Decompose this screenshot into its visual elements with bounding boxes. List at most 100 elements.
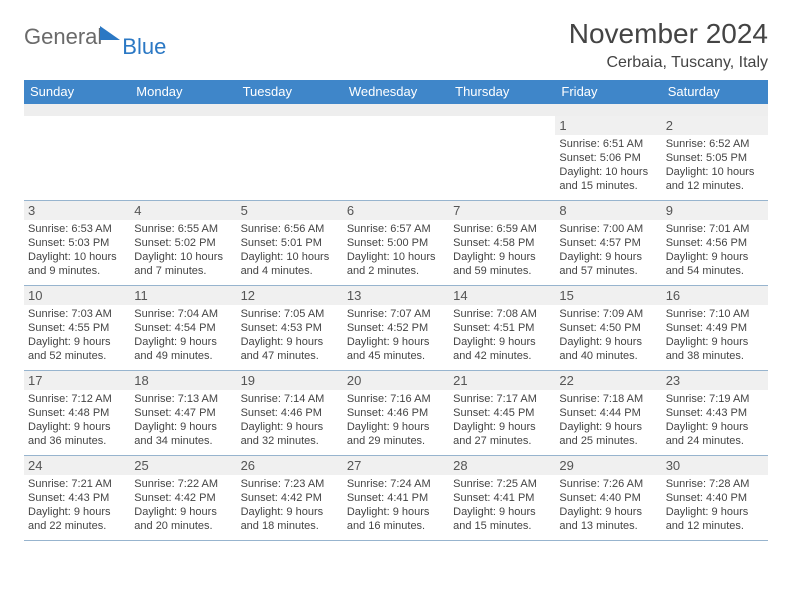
logo-text-general: General	[24, 26, 102, 48]
day-number: 29	[555, 456, 661, 475]
day-info: Sunrise: 7:18 AMSunset: 4:44 PMDaylight:…	[559, 392, 657, 448]
day-blank	[343, 116, 449, 200]
dow-tuesday: Tuesday	[237, 80, 343, 104]
day-number: 14	[449, 286, 555, 305]
day-15: 15Sunrise: 7:09 AMSunset: 4:50 PMDayligh…	[555, 286, 661, 370]
day-number: 4	[130, 201, 236, 220]
dow-friday: Friday	[555, 80, 661, 104]
day-info: Sunrise: 6:53 AMSunset: 5:03 PMDaylight:…	[28, 222, 126, 278]
day-number: 7	[449, 201, 555, 220]
header: General Blue November 2024 Cerbaia, Tusc…	[24, 18, 768, 72]
day-28: 28Sunrise: 7:25 AMSunset: 4:41 PMDayligh…	[449, 456, 555, 540]
day-10: 10 Sunrise: 7:03 AMSunset: 4:55 PMDayligh…	[24, 286, 130, 370]
day-number: 27	[343, 456, 449, 475]
day-25: 25 Sunrise: 7:22 AMSunset: 4:42 PMDayligh…	[130, 456, 236, 540]
day-30: 30Sunrise: 7:28 AMSunset: 4:40 PMDayligh…	[662, 456, 768, 540]
day-23: 23 Sunrise: 7:19 AMSunset: 4:43 PMDayligh…	[662, 371, 768, 455]
day-info: Sunrise: 7:12 AMSunset: 4:48 PMDaylight:…	[28, 392, 126, 448]
day-11: 11 Sunrise: 7:04 AMSunset: 4:54 PMDayligh…	[130, 286, 236, 370]
day-number: 8	[555, 201, 661, 220]
week-row: 3Sunrise: 6:53 AMSunset: 5:03 PMDaylight…	[24, 201, 768, 286]
day-info: Sunrise: 7:01 AMSunset: 4:56 PMDaylight:…	[666, 222, 764, 278]
day-number: 30	[662, 456, 768, 475]
day-number: 16	[662, 286, 768, 305]
day-number: 10	[24, 286, 130, 305]
day-29: 29Sunrise: 7:26 AMSunset: 4:40 PMDayligh…	[555, 456, 661, 540]
day-26: 26Sunrise: 7:23 AMSunset: 4:42 PMDayligh…	[237, 456, 343, 540]
day-number: 25	[130, 456, 236, 475]
dow-saturday: Saturday	[662, 80, 768, 104]
dow-monday: Monday	[130, 80, 236, 104]
day-18: 18 Sunrise: 7:13 AMSunset: 4:47 PMDayligh…	[130, 371, 236, 455]
day-number: 6	[343, 201, 449, 220]
day-14: 14 Sunrise: 7:08 AMSunset: 4:51 PMDayligh…	[449, 286, 555, 370]
day-12: 12 Sunrise: 7:05 AMSunset: 4:53 PMDayligh…	[237, 286, 343, 370]
day-17: 17 Sunrise: 7:12 AMSunset: 4:48 PMDayligh…	[24, 371, 130, 455]
day-8: 8 Sunrise: 7:00 AMSunset: 4:57 PMDaylight…	[555, 201, 661, 285]
day-number: 13	[343, 286, 449, 305]
day-number: 28	[449, 456, 555, 475]
day-20: 20 Sunrise: 7:16 AMSunset: 4:46 PMDayligh…	[343, 371, 449, 455]
day-number: 24	[24, 456, 130, 475]
day-info: Sunrise: 6:52 AMSunset: 5:05 PMDaylight:…	[666, 137, 764, 193]
day-number: 18	[130, 371, 236, 390]
day-21: 21Sunrise: 7:17 AMSunset: 4:45 PMDayligh…	[449, 371, 555, 455]
day-info: Sunrise: 7:07 AMSunset: 4:52 PMDaylight:…	[347, 307, 445, 363]
day-number: 20	[343, 371, 449, 390]
day-blank	[237, 116, 343, 200]
day-7: 7 Sunrise: 6:59 AMSunset: 4:58 PMDaylight…	[449, 201, 555, 285]
day-number: 22	[555, 371, 661, 390]
day-19: 19Sunrise: 7:14 AMSunset: 4:46 PMDayligh…	[237, 371, 343, 455]
day-info: Sunrise: 7:13 AMSunset: 4:47 PMDaylight:…	[134, 392, 232, 448]
day-info: Sunrise: 6:51 AMSunset: 5:06 PMDaylight:…	[559, 137, 657, 193]
day-4: 4 Sunrise: 6:55 AMSunset: 5:02 PMDaylight…	[130, 201, 236, 285]
day-13: 13 Sunrise: 7:07 AMSunset: 4:52 PMDayligh…	[343, 286, 449, 370]
day-number: 17	[24, 371, 130, 390]
day-info: Sunrise: 7:21 AMSunset: 4:43 PMDaylight:…	[28, 477, 126, 533]
dow-sunday: Sunday	[24, 80, 130, 104]
day-info: Sunrise: 7:04 AMSunset: 4:54 PMDaylight:…	[134, 307, 232, 363]
dow-thursday: Thursday	[449, 80, 555, 104]
day-number: 11	[130, 286, 236, 305]
week-row: 24 Sunrise: 7:21 AMSunset: 4:43 PMDayligh…	[24, 456, 768, 541]
day-3: 3Sunrise: 6:53 AMSunset: 5:03 PMDaylight…	[24, 201, 130, 285]
week-row: 10 Sunrise: 7:03 AMSunset: 4:55 PMDayligh…	[24, 286, 768, 371]
day-of-week-header-row: SundayMondayTuesdayWednesdayThursdayFrid…	[24, 80, 768, 104]
week-row: 1 Sunrise: 6:51 AMSunset: 5:06 PMDaylight…	[24, 116, 768, 201]
day-16: 16 Sunrise: 7:10 AMSunset: 4:49 PMDayligh…	[662, 286, 768, 370]
day-9: 9Sunrise: 7:01 AMSunset: 4:56 PMDaylight…	[662, 201, 768, 285]
day-number: 21	[449, 371, 555, 390]
day-info: Sunrise: 7:14 AMSunset: 4:46 PMDaylight:…	[241, 392, 339, 448]
day-info: Sunrise: 7:24 AMSunset: 4:41 PMDaylight:…	[347, 477, 445, 533]
day-info: Sunrise: 6:59 AMSunset: 4:58 PMDaylight:…	[453, 222, 551, 278]
week-1-numstrip	[24, 104, 768, 116]
week-row: 17 Sunrise: 7:12 AMSunset: 4:48 PMDayligh…	[24, 371, 768, 456]
location-subtitle: Cerbaia, Tuscany, Italy	[569, 54, 768, 72]
day-number: 5	[237, 201, 343, 220]
day-5: 5Sunrise: 6:56 AMSunset: 5:01 PMDaylight…	[237, 201, 343, 285]
day-info: Sunrise: 7:08 AMSunset: 4:51 PMDaylight:…	[453, 307, 551, 363]
calendar-page: General Blue November 2024 Cerbaia, Tusc…	[0, 0, 792, 553]
day-info: Sunrise: 7:03 AMSunset: 4:55 PMDaylight:…	[28, 307, 126, 363]
day-number: 23	[662, 371, 768, 390]
day-blank	[449, 116, 555, 200]
day-number: 1	[555, 116, 661, 135]
day-number: 12	[237, 286, 343, 305]
day-info: Sunrise: 6:55 AMSunset: 5:02 PMDaylight:…	[134, 222, 232, 278]
day-blank	[24, 116, 130, 200]
day-info: Sunrise: 7:19 AMSunset: 4:43 PMDaylight:…	[666, 392, 764, 448]
day-1: 1 Sunrise: 6:51 AMSunset: 5:06 PMDaylight…	[555, 116, 661, 200]
day-number: 2	[662, 116, 768, 135]
day-info: Sunrise: 7:22 AMSunset: 4:42 PMDaylight:…	[134, 477, 232, 533]
day-blank	[130, 116, 236, 200]
day-2: 2 Sunrise: 6:52 AMSunset: 5:05 PMDaylight…	[662, 116, 768, 200]
logo-text-blue: Blue	[122, 34, 166, 60]
calendar-grid: SundayMondayTuesdayWednesdayThursdayFrid…	[24, 80, 768, 541]
day-number: 15	[555, 286, 661, 305]
title-block: November 2024 Cerbaia, Tuscany, Italy	[569, 18, 768, 72]
day-info: Sunrise: 7:16 AMSunset: 4:46 PMDaylight:…	[347, 392, 445, 448]
day-info: Sunrise: 7:00 AMSunset: 4:57 PMDaylight:…	[559, 222, 657, 278]
day-6: 6Sunrise: 6:57 AMSunset: 5:00 PMDaylight…	[343, 201, 449, 285]
day-info: Sunrise: 7:05 AMSunset: 4:53 PMDaylight:…	[241, 307, 339, 363]
day-info: Sunrise: 7:10 AMSunset: 4:49 PMDaylight:…	[666, 307, 764, 363]
